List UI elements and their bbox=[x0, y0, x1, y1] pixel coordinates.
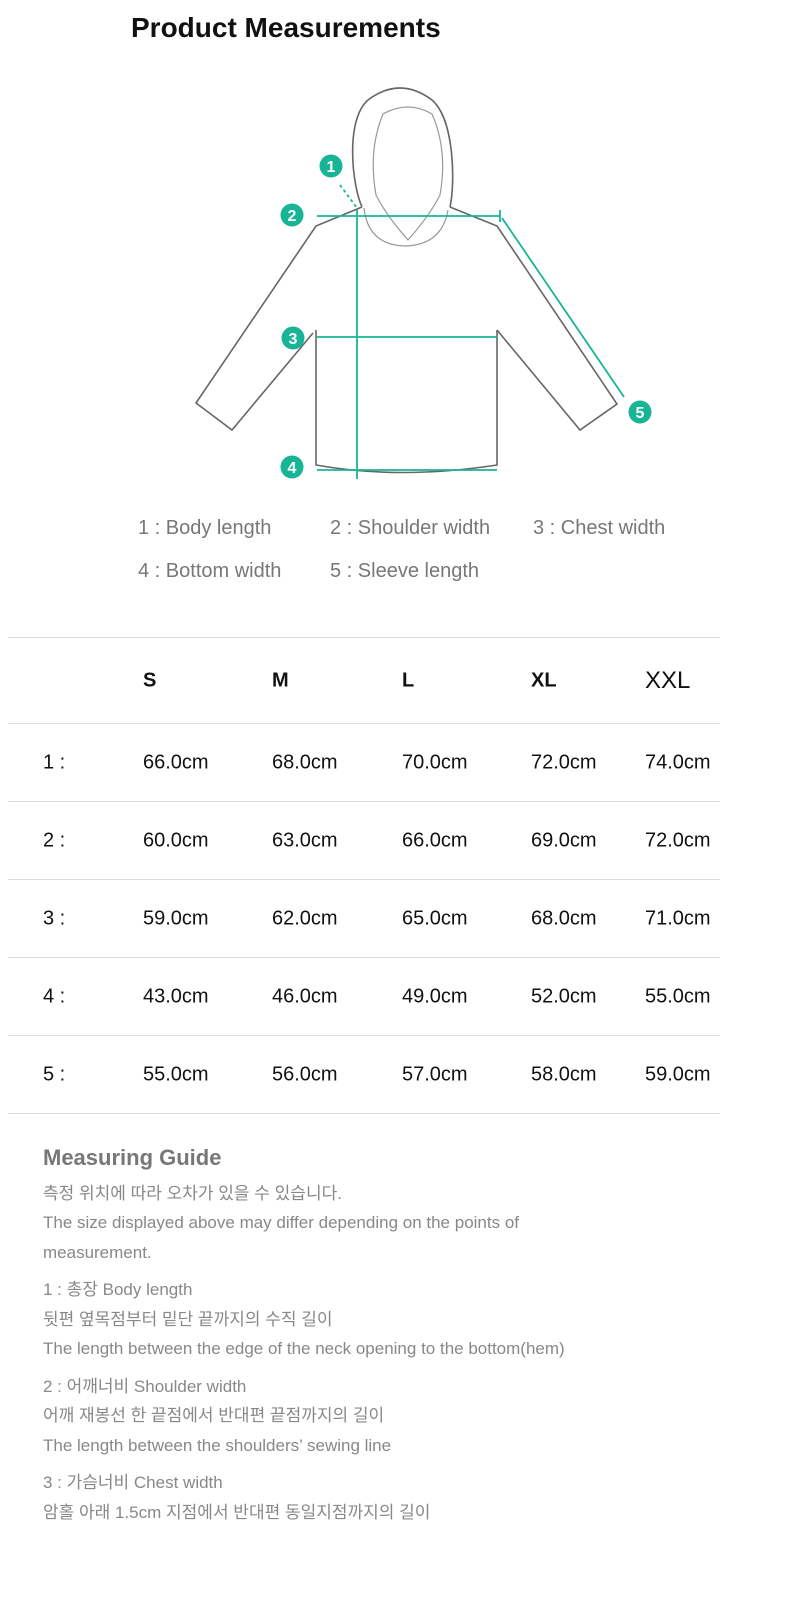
table-cell: 71.0cm bbox=[645, 907, 711, 929]
column-header: S bbox=[143, 669, 157, 691]
guide-line: 1 : 총장 Body length bbox=[43, 1280, 193, 1299]
legend-item: 2 : Shoulder width bbox=[330, 517, 491, 539]
table-cell: 43.0cm bbox=[143, 985, 209, 1007]
guide-line: 2 : 어깨너비 Shoulder width bbox=[43, 1376, 247, 1396]
legend-item: 4 : Bottom width bbox=[138, 560, 282, 582]
table-cell: 63.0cm bbox=[272, 829, 338, 851]
table-cell: 55.0cm bbox=[645, 985, 711, 1007]
guide-item: 2 : 어깨너비 Shoulder width 어깨 재봉선 한 끝점에서 반대편… bbox=[43, 1372, 603, 1461]
guide-intro-en: The size displayed above may differ depe… bbox=[43, 1213, 519, 1262]
table-cell: 4 : bbox=[43, 985, 66, 1007]
table-cell: 52.0cm bbox=[531, 985, 597, 1007]
table-cell: 68.0cm bbox=[531, 907, 597, 929]
hoodie-outline bbox=[194, 87, 619, 474]
table-cell: 70.0cm bbox=[402, 751, 468, 773]
table-cell: 74.0cm bbox=[645, 751, 711, 773]
table-cell: 59.0cm bbox=[645, 1063, 711, 1085]
table-row: 2 : 60.0cm 63.0cm 66.0cm 69.0cm 72.0cm bbox=[8, 801, 720, 879]
guide-line: 3 : 가슴너비 Chest width bbox=[43, 1473, 223, 1492]
guide-item: 1 : 총장 Body length 뒷편 옆목점부터 밑단 끝까지의 수직 길이… bbox=[43, 1275, 603, 1364]
table-cell: 56.0cm bbox=[272, 1063, 338, 1085]
table-cell: 65.0cm bbox=[402, 907, 468, 929]
table-cell: 69.0cm bbox=[531, 829, 597, 851]
table-row: 4 : 43.0cm 46.0cm 49.0cm 52.0cm 55.0cm bbox=[8, 957, 720, 1035]
column-header: M bbox=[272, 669, 289, 691]
table-cell: 62.0cm bbox=[272, 907, 338, 929]
table-cell: 72.0cm bbox=[645, 829, 711, 851]
marker-group: 1 2 3 4 5 bbox=[280, 154, 652, 479]
page-title: Product Measurements bbox=[131, 12, 441, 43]
hoodie-diagram: 1 2 3 4 5 bbox=[194, 87, 652, 479]
marker-label: 2 bbox=[288, 208, 297, 225]
table-cell: 1 : bbox=[43, 751, 66, 773]
table-cell: 66.0cm bbox=[402, 829, 468, 851]
marker-label: 4 bbox=[288, 460, 297, 477]
guide-item: 3 : 가슴너비 Chest width 암홀 아래 1.5cm 지점에서 반대편… bbox=[43, 1468, 603, 1527]
table-cell: 59.0cm bbox=[143, 907, 209, 929]
table-header-row: S M L XL XXL bbox=[8, 637, 720, 723]
column-header: L bbox=[402, 669, 415, 691]
table-cell: 60.0cm bbox=[143, 829, 209, 851]
table-cell: 49.0cm bbox=[402, 985, 468, 1007]
guide-title: Measuring Guide bbox=[43, 1145, 222, 1170]
table-row: 5 : 55.0cm 56.0cm 57.0cm 58.0cm 59.0cm bbox=[8, 1035, 720, 1114]
legend-item: 5 : Sleeve length bbox=[330, 560, 479, 582]
table-cell: 68.0cm bbox=[272, 751, 338, 773]
column-header: XXL bbox=[645, 666, 691, 694]
marker-circle bbox=[628, 400, 652, 424]
table-cell: 55.0cm bbox=[143, 1063, 209, 1085]
marker-circle bbox=[281, 326, 305, 350]
measuring-guide: Measuring Guide 측정 위치에 따라 오차가 있을 수 있습니다.… bbox=[43, 1143, 603, 1535]
table-cell: 3 : bbox=[43, 907, 66, 929]
marker-label: 1 bbox=[327, 159, 336, 176]
marker-circle bbox=[280, 203, 304, 227]
table-cell: 2 : bbox=[43, 829, 66, 851]
legend-item: 1 : Body length bbox=[138, 517, 272, 539]
table-cell: 5 : bbox=[43, 1063, 66, 1085]
guide-line: 암홀 아래 1.5cm 지점에서 반대편 동일지점까지의 길이 bbox=[43, 1502, 431, 1522]
table-cell: 46.0cm bbox=[272, 985, 338, 1007]
guide-line: 어깨 재봉선 한 끝점에서 반대편 끝점까지의 길이 bbox=[43, 1406, 385, 1425]
marker-label: 3 bbox=[289, 331, 298, 348]
table-cell: 72.0cm bbox=[531, 751, 597, 773]
guide-line: 뒷편 옆목점부터 밑단 끝까지의 수직 길이 bbox=[43, 1309, 333, 1329]
legend-item: 3 : Chest width bbox=[533, 517, 666, 539]
table-cell: 58.0cm bbox=[531, 1063, 597, 1085]
marker-circle bbox=[319, 154, 343, 178]
measure-lines bbox=[317, 184, 625, 479]
guide-intro-ko: 측정 위치에 따라 오차가 있을 수 있습니다. bbox=[43, 1183, 342, 1203]
marker-circle bbox=[280, 455, 304, 479]
table-row: 1 : 66.0cm 68.0cm 70.0cm 72.0cm 74.0cm bbox=[8, 723, 720, 801]
guide-line: The length between the edge of the neck … bbox=[43, 1339, 565, 1358]
table-cell: 66.0cm bbox=[143, 751, 209, 773]
table-row: 3 : 59.0cm 62.0cm 65.0cm 68.0cm 71.0cm bbox=[8, 879, 720, 957]
column-header: XL bbox=[531, 669, 557, 691]
table-cell: 57.0cm bbox=[402, 1063, 468, 1085]
guide-line: The length between the shoulders’ sewing… bbox=[43, 1435, 392, 1455]
size-table: S M L XL XXL 1 : 66.0cm 68.0cm 70.0cm 72.0cm 74.0c… bbox=[8, 637, 720, 1114]
marker-label: 5 bbox=[636, 405, 645, 422]
